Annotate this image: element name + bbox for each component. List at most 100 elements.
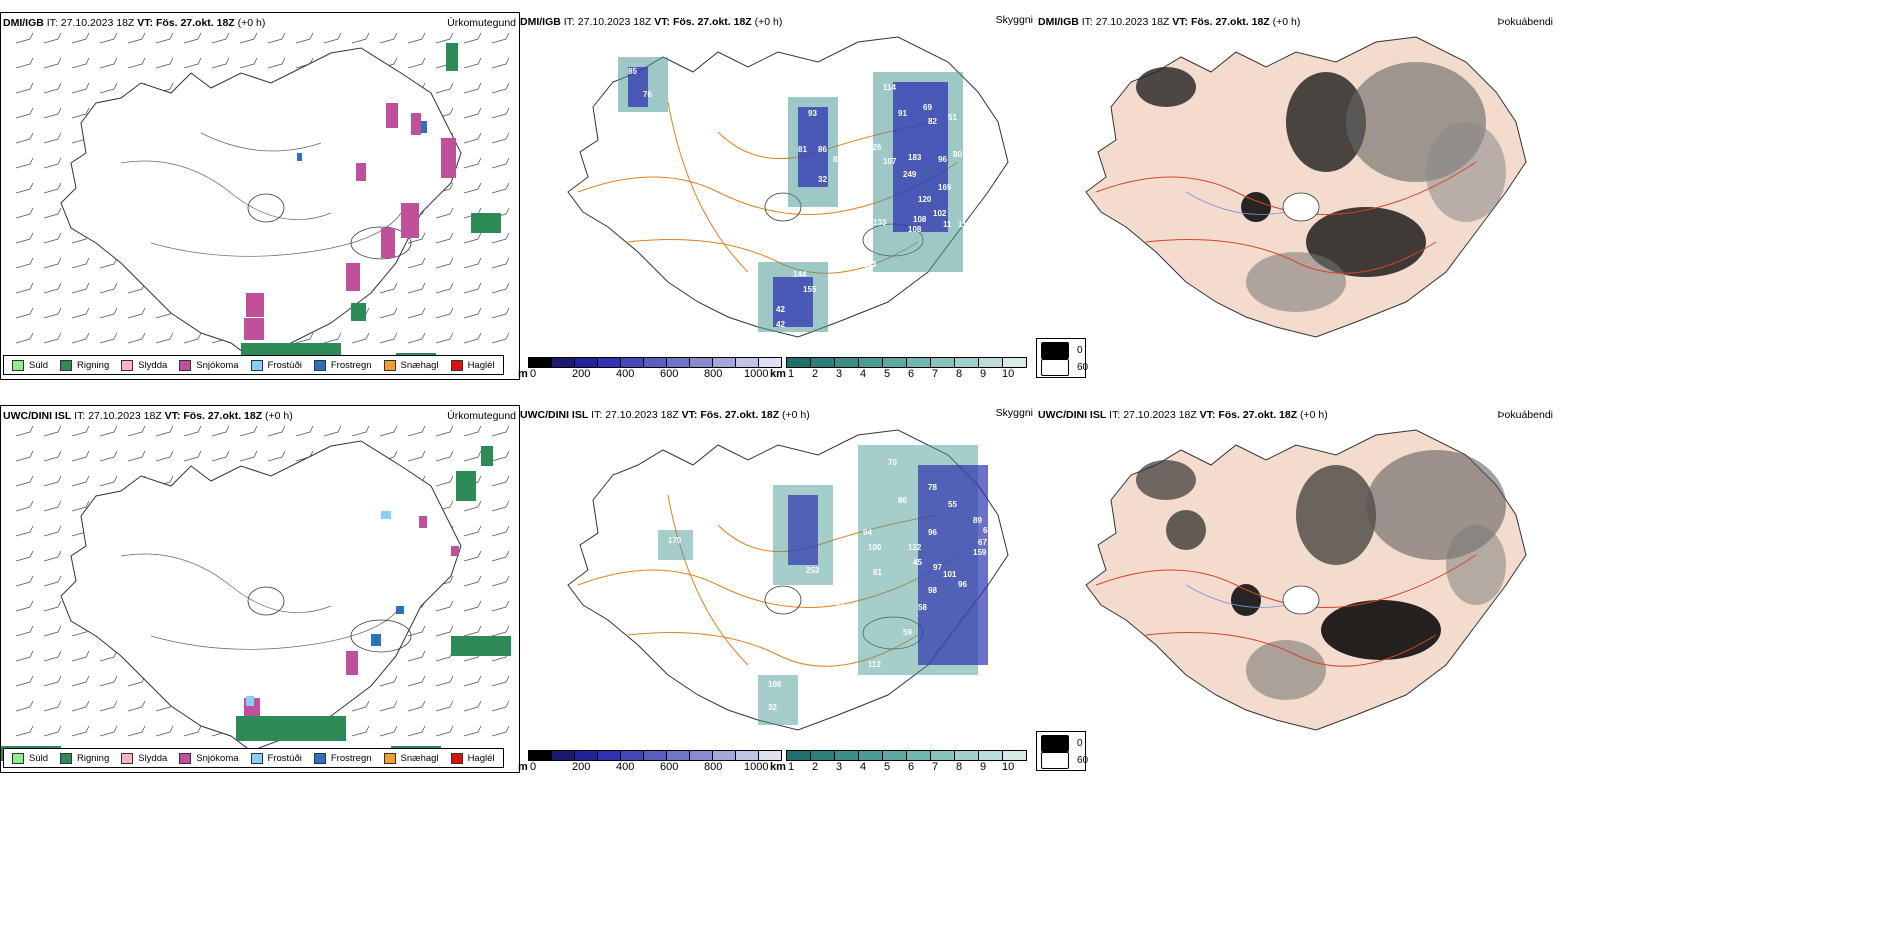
cb-segment <box>712 750 735 761</box>
visibility-value-label: 102 <box>933 209 947 218</box>
visibility-value-label: 108 <box>768 680 782 689</box>
wind-barb <box>15 450 34 462</box>
legend-item: Rigning <box>60 359 109 371</box>
tick-label: 600 <box>660 368 679 380</box>
wind-barb <box>491 282 510 294</box>
visibility-value-label: 97 <box>933 563 942 572</box>
tick-label: 0 <box>530 368 537 380</box>
wind-barb <box>407 57 426 69</box>
wind-barb <box>15 625 34 637</box>
legend-item: Súld <box>12 752 48 764</box>
model-name: DMI/IGB <box>1038 16 1079 28</box>
wind-barb <box>99 82 118 94</box>
wind-barb <box>491 425 510 437</box>
lead-time: (+0 h) <box>754 16 783 28</box>
tick-label: 200 <box>572 761 591 773</box>
wind-barb <box>435 625 454 637</box>
tick-label: 400 <box>616 368 635 380</box>
cb-segment <box>758 357 782 368</box>
wind-barb <box>155 32 174 44</box>
wind-barb <box>491 725 510 737</box>
swatch <box>12 359 24 371</box>
wind-barb <box>379 675 398 687</box>
wind-barb <box>407 625 426 637</box>
wind-barb <box>71 650 90 662</box>
wind-barb <box>127 57 146 69</box>
visibility-value-label: 91 <box>898 109 907 118</box>
wind-barb <box>407 650 426 662</box>
wind-barb <box>99 257 118 269</box>
vt-value: Fös. 27.okt. 18Z <box>1190 16 1270 28</box>
wind-barb <box>435 257 454 269</box>
wind-barb <box>463 600 482 612</box>
wind-barb <box>127 332 146 344</box>
visibility-value-label: 89 <box>973 516 982 525</box>
vt-value: Fös. 27.okt. 18Z <box>1218 409 1298 421</box>
visibility-value-label: 11 <box>943 220 952 229</box>
it-label: IT: <box>563 16 575 28</box>
wind-barb <box>407 307 426 319</box>
visibility-title: Skyggni <box>995 14 1033 26</box>
wind-barb <box>491 82 510 94</box>
wind-barb <box>43 132 62 144</box>
wind-barb <box>43 725 62 737</box>
wind-barb <box>463 82 482 94</box>
visibility-value-label: 170 <box>668 536 682 545</box>
legend-item: Haglél <box>450 359 495 371</box>
wind-barb <box>71 425 90 437</box>
cb-segment <box>810 750 834 761</box>
swatch <box>121 752 134 764</box>
visibility-value-label: 82 <box>853 185 862 194</box>
swatch <box>313 752 326 764</box>
visibility-value-label: 249 <box>903 170 917 179</box>
wind-barb <box>43 157 62 169</box>
wind-barb <box>71 257 90 269</box>
visibility-value-label: 112 <box>958 220 971 229</box>
cb-segment <box>620 750 643 761</box>
wind-barb <box>127 725 146 737</box>
cb-segment <box>954 357 978 368</box>
tick-label: 8 <box>956 368 963 380</box>
wind-barb <box>407 32 426 44</box>
fog-legend-row: 0 <box>1041 735 1083 752</box>
cb-segment <box>735 357 758 368</box>
fog-swatch <box>1041 752 1069 769</box>
legend-item: Snæhagl <box>383 752 439 764</box>
wind-barb <box>491 132 510 144</box>
wind-barb <box>323 32 342 44</box>
wind-barb <box>463 307 482 319</box>
fog-shading <box>1136 450 1506 700</box>
wind-barb <box>127 700 146 712</box>
legend-item: Frostregn <box>313 752 372 764</box>
wind-barb <box>71 82 90 94</box>
vt-label: VT: <box>654 16 671 28</box>
visibility-value-label: 59 <box>903 628 912 637</box>
wind-barb <box>379 32 398 44</box>
wind-barb <box>323 425 342 437</box>
wind-barb <box>435 650 454 662</box>
legend-label: Haglél <box>467 752 495 764</box>
cb-segment <box>689 357 712 368</box>
wind-barb <box>435 332 454 344</box>
legend-label: Snæhagl <box>400 752 439 764</box>
cb-segment <box>758 750 782 761</box>
wind-barb <box>71 57 90 69</box>
wind-barb <box>267 32 286 44</box>
panel-header: DMI/IGB IT: 27.10.2023 18Z VT: Fös. 27.o… <box>3 17 265 29</box>
wind-barb <box>127 32 146 44</box>
cb-segment <box>858 357 882 368</box>
vt-value: Fös. 27.okt. 18Z <box>672 16 752 28</box>
vt-value: Fös. 27.okt. 18Z <box>155 17 235 29</box>
cb-segment <box>528 357 551 368</box>
cb-segment <box>528 750 551 761</box>
fog-swatch <box>1041 735 1069 752</box>
visibility-value-label: 94 <box>863 528 872 537</box>
wind-barb <box>463 675 482 687</box>
elevation-colorbar <box>528 750 782 761</box>
visibility-value-label: 114 <box>883 83 896 92</box>
legend-item: Haglél <box>450 752 495 764</box>
tick-label: 4 <box>860 761 867 773</box>
visibility-value-label: 78 <box>928 483 937 492</box>
